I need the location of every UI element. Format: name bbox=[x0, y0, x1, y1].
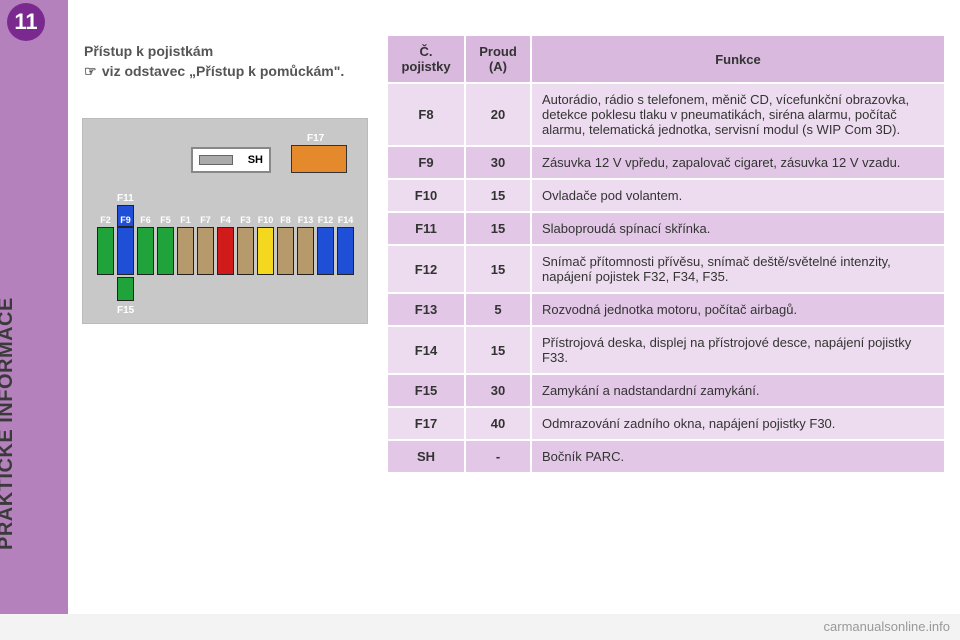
fuse-row: F2F9F6F5F1F7F4F3F10F8F13F12F14 bbox=[97, 227, 354, 275]
heading-block: Přístup k pojistkám ☞ viz odstavec „Přís… bbox=[84, 42, 374, 80]
cell-fuse-id: F8 bbox=[387, 83, 465, 146]
table-row: F1740Odmrazování zadního okna, napájení … bbox=[387, 407, 945, 440]
cell-fuse-id: F14 bbox=[387, 326, 465, 374]
fuse-f7 bbox=[197, 227, 214, 275]
sh-label: SH bbox=[248, 154, 263, 166]
table-header-col1: Č. pojistky bbox=[387, 35, 465, 83]
cell-function: Autorádio, rádio s telefonem, měnič CD, … bbox=[531, 83, 945, 146]
cell-fuse-id: F15 bbox=[387, 374, 465, 407]
fuse-label: F2 bbox=[97, 215, 114, 225]
cell-fuse-id: F9 bbox=[387, 146, 465, 179]
fuse-label: F13 bbox=[297, 215, 314, 225]
cell-function: Bočník PARC. bbox=[531, 440, 945, 473]
fuse-label: F5 bbox=[157, 215, 174, 225]
fuse-label: F14 bbox=[337, 215, 354, 225]
table-row: F930Zásuvka 12 V vpředu, zapalovač cigar… bbox=[387, 146, 945, 179]
cell-fuse-id: SH bbox=[387, 440, 465, 473]
cell-function: Slaboproudá spínací skřínka. bbox=[531, 212, 945, 245]
fuse-f9 bbox=[117, 227, 134, 275]
cell-function: Přístrojová deska, displej na přístrojov… bbox=[531, 326, 945, 374]
sh-inner bbox=[199, 155, 233, 165]
cell-fuse-id: F12 bbox=[387, 245, 465, 293]
table-row: SH-Bočník PARC. bbox=[387, 440, 945, 473]
cell-current: 15 bbox=[465, 326, 531, 374]
fuse-label: F7 bbox=[197, 215, 214, 225]
fuse-table: Č. pojistky Proud (A) Funkce F820Autorád… bbox=[386, 34, 946, 474]
fuse-label: F8 bbox=[277, 215, 294, 225]
f17-box bbox=[291, 145, 347, 173]
fuse-label: F9 bbox=[117, 215, 134, 225]
fuse-label: F1 bbox=[177, 215, 194, 225]
f17-label: F17 bbox=[307, 133, 324, 144]
table-row: F1115Slaboproudá spínací skřínka. bbox=[387, 212, 945, 245]
fuse-f8 bbox=[277, 227, 294, 275]
cell-function: Ovladače pod volantem. bbox=[531, 179, 945, 212]
table-row: F1215Snímač přítomnosti přívěsu, snímač … bbox=[387, 245, 945, 293]
fuse-label: F6 bbox=[137, 215, 154, 225]
table-row: F1530Zamykání a nadstandardní zamykání. bbox=[387, 374, 945, 407]
fuse-f13 bbox=[297, 227, 314, 275]
chapter-badge: 11 bbox=[7, 3, 45, 41]
fuse-f1 bbox=[177, 227, 194, 275]
cell-fuse-id: F13 bbox=[387, 293, 465, 326]
fuse-label: F10 bbox=[257, 215, 274, 225]
cell-current: 20 bbox=[465, 83, 531, 146]
cell-current: 30 bbox=[465, 146, 531, 179]
fuse-f2 bbox=[97, 227, 114, 275]
cell-fuse-id: F11 bbox=[387, 212, 465, 245]
cell-fuse-id: F17 bbox=[387, 407, 465, 440]
footer-strip: carmanualsonline.info bbox=[0, 614, 960, 640]
f11-label: F11 bbox=[117, 193, 134, 204]
f15-label: F15 bbox=[117, 305, 134, 316]
fuse-label: F3 bbox=[237, 215, 254, 225]
fuse-f4 bbox=[217, 227, 234, 275]
table-row: F135Rozvodná jednotka motoru, počítač ai… bbox=[387, 293, 945, 326]
fuse-f6 bbox=[137, 227, 154, 275]
table-header-col3: Funkce bbox=[531, 35, 945, 83]
fuse-f12 bbox=[317, 227, 334, 275]
left-color-band: 11 PRAKTICKÉ INFORMACE 192 bbox=[0, 0, 68, 640]
heading-title: Přístup k pojistkám bbox=[84, 42, 374, 60]
fuse-f5 bbox=[157, 227, 174, 275]
fuse-f14 bbox=[337, 227, 354, 275]
table-header-col2: Proud (A) bbox=[465, 35, 531, 83]
cell-current: 15 bbox=[465, 179, 531, 212]
cell-function: Rozvodná jednotka motoru, počítač airbag… bbox=[531, 293, 945, 326]
cell-current: 30 bbox=[465, 374, 531, 407]
heading-sub-text: viz odstavec „Přístup k pomůckám". bbox=[102, 63, 344, 79]
heading-sub: ☞ viz odstavec „Přístup k pomůckám". bbox=[84, 62, 374, 80]
section-label: PRAKTICKÉ INFORMACE bbox=[0, 297, 18, 550]
table-row: F820Autorádio, rádio s telefonem, měnič … bbox=[387, 83, 945, 146]
cell-current: 40 bbox=[465, 407, 531, 440]
fuse-f10 bbox=[257, 227, 274, 275]
fuse-label: F12 bbox=[317, 215, 334, 225]
cell-function: Odmrazování zadního okna, napájení pojis… bbox=[531, 407, 945, 440]
cell-function: Zásuvka 12 V vpředu, zapalovač cigaret, … bbox=[531, 146, 945, 179]
table-row: F1015Ovladače pod volantem. bbox=[387, 179, 945, 212]
fuse-label: F4 bbox=[217, 215, 234, 225]
sh-box: SH bbox=[191, 147, 271, 173]
pointer-icon: ☞ bbox=[84, 62, 98, 80]
cell-function: Zamykání a nadstandardní zamykání. bbox=[531, 374, 945, 407]
cell-current: 15 bbox=[465, 212, 531, 245]
fuse-f15 bbox=[117, 277, 134, 301]
content-area: Přístup k pojistkám ☞ viz odstavec „Přís… bbox=[68, 0, 960, 640]
cell-fuse-id: F10 bbox=[387, 179, 465, 212]
cell-function: Snímač přítomnosti přívěsu, snímač deště… bbox=[531, 245, 945, 293]
fuse-diagram: SH F17 F11 F2F9F6F5F1F7F4F3F10F8F13F12F1… bbox=[82, 118, 368, 324]
fuse-f3 bbox=[237, 227, 254, 275]
table-row: F1415Přístrojová deska, displej na příst… bbox=[387, 326, 945, 374]
cell-current: 15 bbox=[465, 245, 531, 293]
cell-current: - bbox=[465, 440, 531, 473]
cell-current: 5 bbox=[465, 293, 531, 326]
